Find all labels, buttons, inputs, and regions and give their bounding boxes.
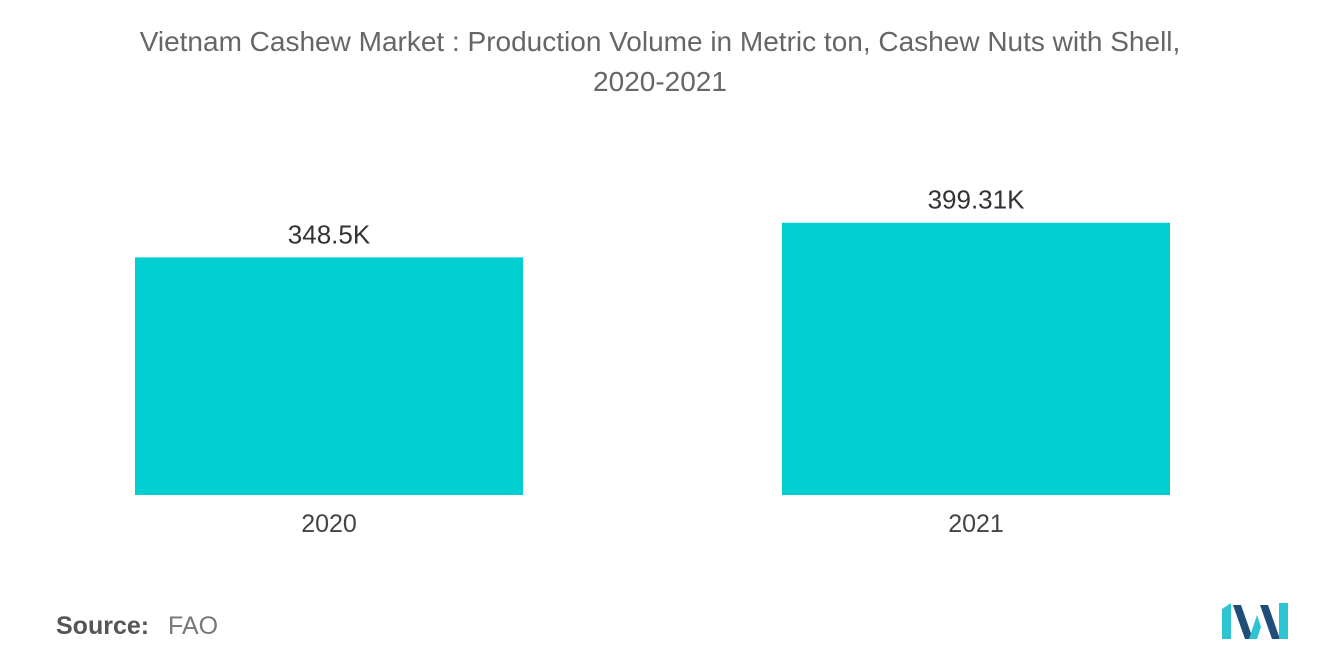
bar-2021 <box>782 222 1170 496</box>
x-tick-label-2021: 2021 <box>948 510 1004 538</box>
source-note: Source: FAO <box>56 612 218 641</box>
source-label: Source: <box>56 612 150 640</box>
data-label-2020: 348.5K <box>288 219 371 249</box>
data-label-2021: 399.31K <box>928 185 1026 215</box>
bar-2020 <box>135 257 523 495</box>
chart-title-line-1: Vietnam Cashew Market : Production Volum… <box>139 26 1181 57</box>
x-tick-label-2020: 2020 <box>301 510 357 538</box>
chart-title: Vietnam Cashew Market : Production Volum… <box>0 22 1320 102</box>
chart-title-line-2: 2020-2021 <box>593 66 727 97</box>
mordor-intelligence-logo-icon <box>1222 603 1288 639</box>
source-value: FAO <box>168 612 219 640</box>
